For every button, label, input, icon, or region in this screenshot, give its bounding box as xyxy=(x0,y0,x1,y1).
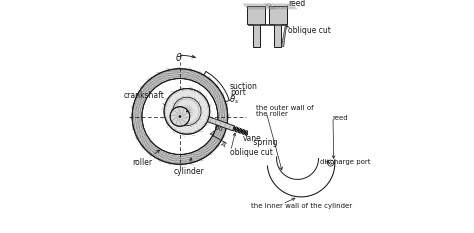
Circle shape xyxy=(142,79,218,154)
Text: spring: spring xyxy=(251,138,277,147)
Text: A: A xyxy=(219,141,227,149)
Text: A-A: A-A xyxy=(260,0,274,2)
Text: the roller: the roller xyxy=(255,111,288,117)
Polygon shape xyxy=(247,6,265,47)
Text: A: A xyxy=(209,130,216,137)
Text: $\theta_s$: $\theta_s$ xyxy=(229,93,239,106)
Polygon shape xyxy=(282,24,287,47)
Bar xyxy=(248,24,286,25)
Text: reed: reed xyxy=(333,115,348,121)
Text: crankshaft: crankshaft xyxy=(123,91,175,110)
Text: port: port xyxy=(230,88,246,96)
Text: suction: suction xyxy=(230,82,258,91)
Text: oblique cut: oblique cut xyxy=(288,26,331,35)
Circle shape xyxy=(132,69,228,164)
Text: vane: vane xyxy=(243,134,262,143)
Text: cylinder: cylinder xyxy=(174,158,205,176)
Circle shape xyxy=(170,107,190,126)
Text: $\theta_0$: $\theta_0$ xyxy=(214,121,223,134)
Polygon shape xyxy=(208,117,235,131)
Polygon shape xyxy=(269,6,287,47)
Circle shape xyxy=(179,115,182,118)
Text: the outer wall of: the outer wall of xyxy=(255,105,313,111)
Text: oblique cut: oblique cut xyxy=(230,148,273,157)
Text: the inner wall of the cylinder: the inner wall of the cylinder xyxy=(251,203,352,209)
Text: $\theta$: $\theta$ xyxy=(175,51,182,63)
Circle shape xyxy=(164,89,210,134)
Text: roller: roller xyxy=(133,150,160,168)
Circle shape xyxy=(186,110,188,112)
Text: reed: reed xyxy=(288,0,305,8)
Text: discharge port: discharge port xyxy=(320,159,371,165)
